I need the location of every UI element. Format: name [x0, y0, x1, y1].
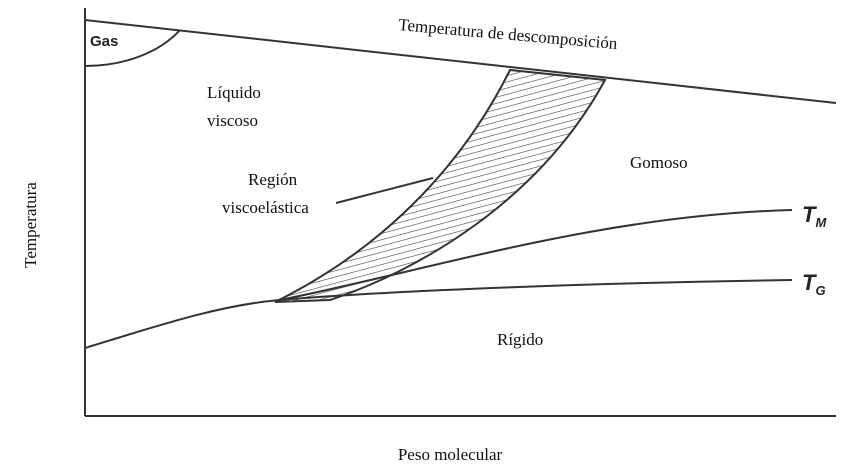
- viscoelastic-region: [274, 68, 607, 303]
- tg-curve: [84, 279, 793, 349]
- liquid-label: viscoso: [207, 111, 258, 130]
- decomposition-label: Temperatura de descomposición: [398, 15, 619, 53]
- gas-boundary: [84, 29, 181, 67]
- y-axis-label: Temperatura: [21, 182, 40, 268]
- x-axis-label: Peso molecular: [398, 445, 503, 464]
- tm-symbol: T: [802, 202, 817, 227]
- viscoelastic-label: viscoelástica: [222, 198, 309, 217]
- tm-subscript: M: [815, 215, 827, 230]
- tg-symbol: T: [802, 270, 817, 295]
- liquid-label: Líquido: [207, 83, 261, 102]
- tg-label: TG: [802, 270, 826, 298]
- rigid-label: Rígido: [497, 330, 543, 349]
- rubbery-label: Gomoso: [630, 153, 688, 172]
- tg-subscript: G: [815, 283, 825, 298]
- decomposition-line: [84, 19, 837, 104]
- tm-label: TM: [802, 202, 827, 230]
- viscoelastic-label: Región: [248, 170, 298, 189]
- tm-curve: [279, 209, 793, 301]
- gas-label: Gas: [90, 33, 118, 50]
- leader-line: [335, 177, 434, 204]
